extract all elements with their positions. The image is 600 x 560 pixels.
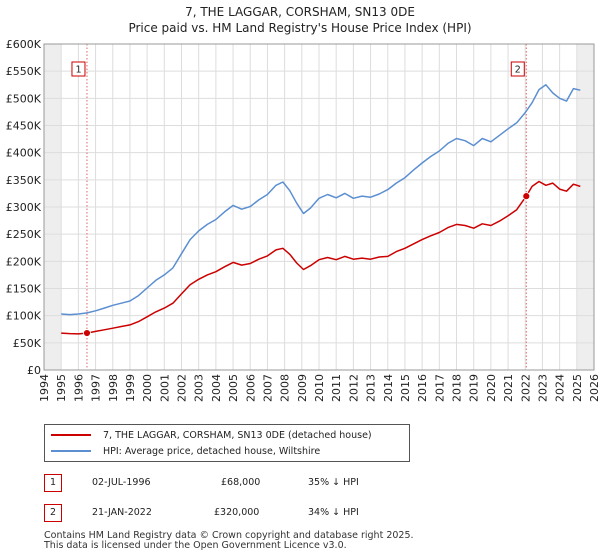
x-tick-label: 2024: [554, 374, 567, 402]
x-tick-label: 1999: [124, 374, 137, 402]
sale-badge: 2: [44, 504, 62, 522]
y-tick-label: £200K: [6, 255, 42, 268]
x-tick-label: 2002: [176, 374, 189, 402]
y-tick-label: £450K: [6, 120, 42, 133]
x-tick-label: 2019: [468, 374, 481, 402]
legend-label-hpi: HPI: Average price, detached house, Wilt…: [103, 445, 321, 457]
x-tick-label: 2014: [382, 374, 395, 402]
x-tick-label: 2009: [296, 374, 309, 402]
x-tick-label: 2022: [519, 374, 532, 402]
legend-swatch-hpi: [51, 450, 91, 452]
series-line-hpi: [61, 84, 581, 316]
y-tick-label: £150K: [6, 283, 42, 296]
legend-item-property: 7, THE LAGGAR, CORSHAM, SN13 0DE (detach…: [51, 427, 372, 443]
x-tick-label: 1997: [90, 374, 103, 402]
sale-marker-label: 2: [515, 65, 521, 76]
y-tick-label: £50K: [13, 337, 42, 350]
x-tick-label: 2000: [141, 374, 154, 402]
legend-item-hpi: HPI: Average price, detached house, Wilt…: [51, 443, 320, 459]
sale-price: £320,000: [214, 507, 260, 518]
x-tick-label: 1998: [107, 374, 120, 402]
footer-line-2: This data is licensed under the Open Gov…: [44, 540, 347, 551]
x-tick-label: 1994: [38, 374, 51, 402]
plot-frame: [43, 43, 595, 371]
x-tick-label: 2016: [416, 374, 429, 402]
x-tick-label: 2013: [365, 374, 378, 402]
y-tick-label: £350K: [6, 174, 42, 187]
sale-point: [522, 192, 531, 201]
y-tick-label: £0: [27, 364, 41, 377]
sale-marker-box: [71, 61, 86, 77]
sale-date: 21-JAN-2022: [92, 507, 152, 518]
x-tick-label: 1995: [55, 374, 68, 402]
sale-date: 02-JUL-1996: [92, 477, 151, 488]
x-tick-label: 2025: [571, 374, 584, 402]
x-tick-label: 2005: [227, 374, 240, 402]
x-tick-label: 2012: [347, 374, 360, 402]
x-tick-label: 2006: [244, 374, 257, 402]
x-tick-label: 2020: [485, 374, 498, 402]
x-tick-label: 2017: [433, 374, 446, 402]
x-tick-label: 1996: [72, 374, 85, 402]
chart-subtitle: Price paid vs. HM Land Registry's House …: [128, 21, 472, 35]
y-tick-label: £600K: [6, 38, 42, 51]
x-tick-label: 2023: [536, 374, 549, 402]
sale-badge: 1: [44, 474, 62, 492]
x-tick-label: 2011: [330, 374, 343, 402]
sale-marker-label: 1: [75, 65, 81, 76]
x-tick-label: 2010: [313, 374, 326, 402]
x-tick-label: 2021: [502, 374, 515, 402]
y-tick-label: £100K: [6, 310, 42, 323]
sale-row: 2 21-JAN-2022 £320,000 34% ↓ HPI: [44, 504, 464, 524]
x-tick-label: 2008: [279, 374, 292, 402]
x-tick-label: 2026: [588, 374, 600, 402]
x-tick-label: 2015: [399, 374, 412, 402]
x-tick-label: 2003: [193, 374, 206, 402]
y-tick-label: £500K: [6, 92, 42, 105]
chart-title: 7, THE LAGGAR, CORSHAM, SN13 0DE: [185, 5, 415, 19]
legend-label-property: 7, THE LAGGAR, CORSHAM, SN13 0DE (detach…: [103, 429, 372, 441]
footer: Contains HM Land Registry data © Crown c…: [44, 531, 414, 551]
y-tick-label: £550K: [6, 65, 42, 78]
sale-hpi-diff: 34% ↓ HPI: [308, 507, 359, 518]
sale-row: 1 02-JUL-1996 £68,000 35% ↓ HPI: [44, 474, 464, 494]
x-tick-label: 2007: [261, 374, 274, 402]
y-tick-label: £400K: [6, 147, 42, 160]
sale-marker-box: [510, 61, 525, 77]
chart-title-block: 7, THE LAGGAR, CORSHAM, SN13 0DE Price p…: [0, 4, 600, 36]
sale-hpi-diff: 35% ↓ HPI: [308, 477, 359, 488]
footer-line-1: Contains HM Land Registry data © Crown c…: [44, 530, 414, 541]
x-tick-label: 2018: [451, 374, 464, 402]
price-chart: 1 2 £0 £50K £100K £150K £200K £250K £300K £350K £…: [6, 38, 600, 402]
x-tick-label: 2004: [210, 374, 223, 402]
sale-point: [83, 329, 91, 337]
y-tick-label: £250K: [6, 228, 42, 241]
sale-price: £68,000: [221, 477, 261, 488]
x-tick-label: 2001: [158, 374, 171, 402]
chart-legend: 7, THE LAGGAR, CORSHAM, SN13 0DE (detach…: [44, 424, 410, 462]
series-line-property: [61, 180, 581, 335]
legend-swatch-property: [51, 434, 91, 436]
y-tick-label: £300K: [6, 201, 42, 214]
